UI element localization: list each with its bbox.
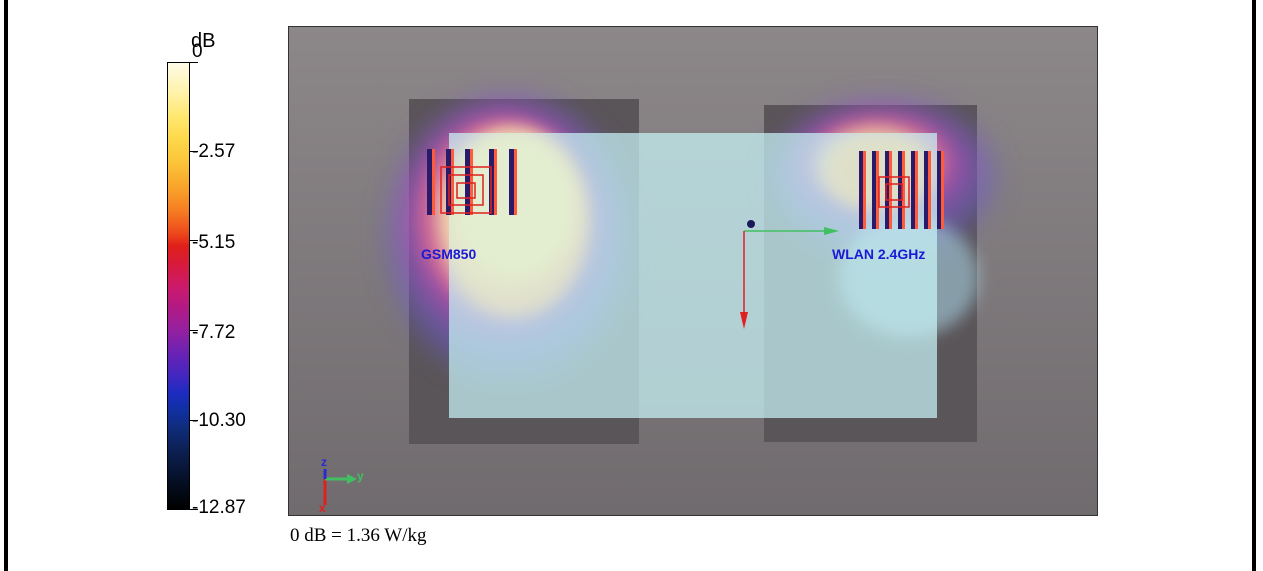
colorbar-tick bbox=[190, 330, 198, 331]
colorbar-tick bbox=[190, 509, 198, 510]
colorbar bbox=[167, 62, 190, 510]
axis-label-y: y bbox=[357, 469, 364, 483]
colorbar-tick-label: -2.57 bbox=[192, 141, 236, 162]
frame-right-border bbox=[1252, 0, 1256, 571]
colorbar-tick bbox=[190, 62, 198, 63]
colorbar-tick-label: -12.87 bbox=[192, 497, 246, 518]
axis-triad bbox=[323, 469, 357, 505]
antenna-left-graphic bbox=[427, 149, 517, 215]
colorbar-tick bbox=[190, 420, 198, 421]
colorbar-tick-label: 0 bbox=[192, 41, 203, 62]
colorbar-tick-label: -5.15 bbox=[192, 232, 236, 253]
antenna-label-gsm850: GSM850 bbox=[421, 246, 477, 262]
antenna-label-wlan: WLAN 2.4GHz bbox=[832, 246, 926, 262]
colorbar-tick bbox=[190, 240, 198, 241]
colorbar-unit: dB bbox=[191, 30, 216, 52]
colorbar-tick-label: -7.72 bbox=[192, 322, 236, 343]
antenna-right-graphic bbox=[859, 151, 944, 229]
axis-label-x: x bbox=[319, 501, 326, 515]
colorbar-tick bbox=[190, 151, 198, 152]
coordinate-origin-marker bbox=[740, 220, 839, 329]
reference-note: 0 dB = 1.36 W/kg bbox=[290, 525, 427, 546]
sar-field-graphic bbox=[323, 97, 994, 505]
colorbar-tick-label: -10.30 bbox=[192, 410, 246, 431]
sar-distribution-view: GSM850 WLAN 2.4GHz z y x bbox=[288, 26, 1098, 516]
frame-left-border bbox=[4, 0, 8, 571]
axis-label-z: z bbox=[321, 455, 327, 469]
